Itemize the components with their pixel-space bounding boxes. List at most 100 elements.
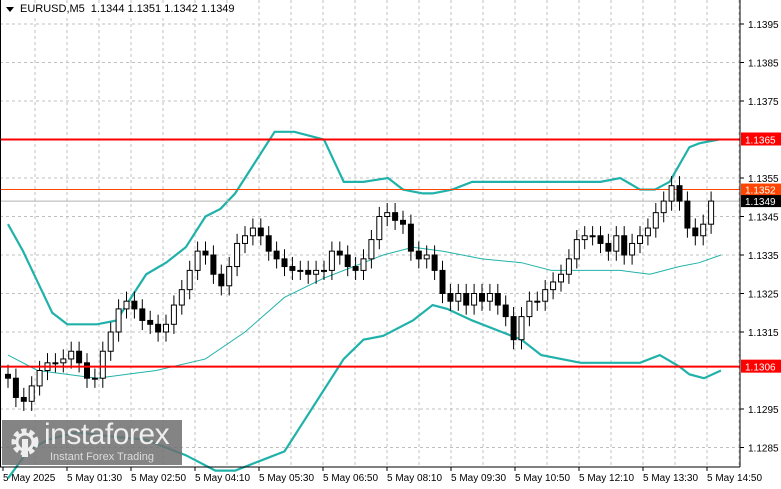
price-tick-label: 1.1375 xyxy=(748,97,779,108)
candle-body xyxy=(91,377,98,380)
candle-body xyxy=(542,289,549,302)
candle xyxy=(463,283,470,315)
candle-body xyxy=(486,293,493,302)
candle xyxy=(486,283,493,311)
candle xyxy=(360,249,367,281)
candle xyxy=(178,280,185,315)
candle xyxy=(526,291,533,327)
time-tick-label: 5 May 13:30 xyxy=(643,473,698,484)
candle-body xyxy=(107,331,114,352)
candle-body xyxy=(131,300,138,310)
price-tick-label: 1.1355 xyxy=(748,174,779,185)
candle xyxy=(384,203,391,227)
candle xyxy=(321,260,327,281)
candle xyxy=(700,214,707,246)
candle-body xyxy=(115,308,122,333)
candle xyxy=(163,314,169,342)
candle xyxy=(550,272,557,300)
price-tick-label: 1.1345 xyxy=(748,213,779,224)
time-tick-label: 5 May 12:10 xyxy=(579,473,634,484)
candle xyxy=(155,314,162,342)
candle xyxy=(52,353,59,373)
candle-body xyxy=(700,223,707,237)
candle-body xyxy=(400,219,406,225)
candle xyxy=(447,283,454,311)
chart-title: EURUSD,M5 1.1344 1.1351 1.1342 1.1349 xyxy=(6,3,238,15)
candle xyxy=(257,218,264,246)
candle xyxy=(289,256,296,281)
candle-body xyxy=(463,293,470,306)
bid-price-label-bg xyxy=(741,195,781,208)
time-tick-label: 5 May 2025 xyxy=(3,473,56,484)
instaforex-logo: instaforex Instant Forex Trading xyxy=(2,418,182,465)
candle xyxy=(644,218,651,246)
candle-body xyxy=(447,293,454,302)
candle-body xyxy=(305,269,312,275)
candle-body xyxy=(210,254,217,275)
candle-body xyxy=(170,304,177,325)
candle xyxy=(684,191,691,238)
candle xyxy=(581,226,588,250)
candle-body xyxy=(52,362,59,365)
bid-price-label: 1.1349 xyxy=(745,197,776,208)
candle xyxy=(76,341,83,373)
price-tick-label: 1.1295 xyxy=(748,405,779,416)
candle-body xyxy=(415,250,422,260)
candle-body xyxy=(123,300,130,310)
gear-icon xyxy=(11,428,39,457)
candle-body xyxy=(573,239,580,260)
candle xyxy=(99,341,106,388)
candle xyxy=(629,233,636,265)
candle xyxy=(534,291,541,311)
candle xyxy=(186,260,193,300)
candle-body xyxy=(218,273,225,287)
candle xyxy=(668,176,675,211)
candle xyxy=(249,218,256,246)
candle-body xyxy=(637,235,643,244)
candle xyxy=(479,283,485,311)
candle-body xyxy=(5,373,11,379)
candle-body xyxy=(652,212,659,229)
candle xyxy=(676,176,683,211)
candle-body xyxy=(613,235,620,252)
candle xyxy=(84,353,90,388)
time-tick-label: 5 May 06:50 xyxy=(323,473,378,484)
candle-body xyxy=(479,293,485,302)
candle xyxy=(305,260,312,284)
time-tick-label: 5 May 09:30 xyxy=(451,473,506,484)
logo-brand: instaforex xyxy=(44,418,170,451)
candle-body xyxy=(186,269,193,291)
level-price-label: 1.1365 xyxy=(745,136,776,147)
candle xyxy=(637,226,643,254)
candle-body xyxy=(242,235,248,244)
candle xyxy=(352,256,359,281)
candle-body xyxy=(139,308,146,321)
candle-body xyxy=(668,185,675,202)
candle xyxy=(91,368,98,388)
candle-body xyxy=(471,293,478,306)
candle xyxy=(376,206,383,250)
bollinger-upper-band xyxy=(7,130,720,326)
candle xyxy=(708,191,715,234)
candle-body xyxy=(84,362,90,379)
candle xyxy=(368,229,375,269)
level-price-label-bg xyxy=(741,132,781,146)
dropdown-triangle-icon[interactable] xyxy=(6,6,14,12)
candle xyxy=(589,226,596,246)
candle xyxy=(115,299,122,342)
candle xyxy=(542,280,549,311)
candle xyxy=(455,283,462,311)
candle-body xyxy=(597,235,604,244)
candle xyxy=(518,306,525,350)
price-tick-label: 1.1325 xyxy=(748,290,779,301)
candle xyxy=(60,349,67,373)
candle-body xyxy=(684,200,691,229)
candle-body xyxy=(534,300,541,303)
logo-tagline: Instant Forex Trading xyxy=(50,451,154,463)
candle xyxy=(202,241,209,265)
candle-body xyxy=(431,254,438,271)
candle-body xyxy=(99,350,106,379)
candle xyxy=(344,245,351,277)
candle-body xyxy=(392,212,399,221)
